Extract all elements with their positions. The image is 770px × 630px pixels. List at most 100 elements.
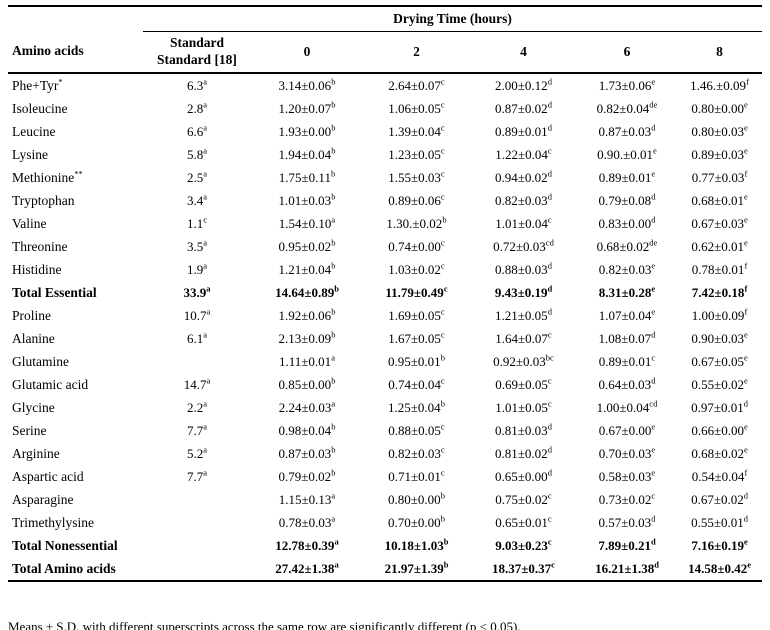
significance-superscript: b	[331, 99, 336, 110]
value-cell: 0.89±0.06c	[388, 191, 445, 208]
significance-superscript: c	[440, 329, 445, 340]
value-cell: 3.14±0.06b	[278, 76, 336, 93]
significance-superscript: c	[551, 559, 555, 570]
value-cell: 0.54±0.04f	[691, 467, 748, 484]
significance-superscript: d	[743, 398, 748, 409]
significance-superscript: c	[440, 76, 445, 87]
amino-acid-name: Glutamic acid	[12, 376, 89, 392]
value-cell: 1.20±0.07b	[278, 99, 336, 116]
time-header-4h: 4	[470, 31, 577, 74]
value-cell: 9.03±0.23c	[495, 536, 552, 553]
value-cell: 1.22±0.04c	[495, 145, 552, 162]
table-row: Threonine 3.5a 0.95±0.02b 0.74±0.00c 0.72±0.…	[8, 235, 762, 258]
standard-header-line1: Standard	[169, 35, 225, 51]
value-cell: 1.01±0.05c	[495, 398, 552, 415]
value-cell: 1.64±0.07c	[495, 329, 552, 346]
amino-acid-name: Methionine**	[12, 168, 83, 185]
value-cell: 0.85±0.00b	[278, 375, 336, 392]
value-cell: 1.21±0.04b	[278, 260, 336, 277]
significance-superscript: a	[331, 214, 336, 225]
significance-superscript: d	[547, 467, 552, 478]
time-header-8h: 8	[677, 31, 763, 74]
value-cell: 0.70±0.03e	[598, 444, 656, 461]
value-cell: 2.5a	[186, 168, 208, 185]
significance-superscript: d	[547, 168, 552, 179]
table-row: Arginine 5.2a 0.87±0.03b 0.82±0.03c 0.81±0.0…	[8, 442, 762, 465]
significance-superscript: b	[331, 306, 336, 317]
value-cell: 7.7a	[186, 421, 208, 438]
significance-superscript: e	[743, 352, 748, 363]
significance-superscript: f	[744, 260, 748, 271]
significance-superscript: c	[440, 122, 445, 133]
value-cell: 1.15±0.13a	[278, 490, 336, 507]
header-row: Amino acids Standard Standard [18] 0 2 4 …	[8, 31, 763, 74]
value-cell: 0.80±0.00b	[388, 490, 445, 507]
value-cell: 18.37±0.37c	[492, 559, 555, 576]
value-cell	[143, 488, 251, 511]
value-cell	[143, 534, 251, 557]
significance-superscript: d	[654, 559, 659, 570]
value-cell: 0.95±0.01b	[388, 352, 445, 369]
significance-superscript: a	[203, 122, 208, 133]
value-cell	[143, 350, 251, 373]
amino-acids-column-header: Amino acids	[8, 31, 143, 74]
value-cell: 0.89±0.01d	[495, 122, 552, 139]
value-cell: 14.58±0.42e	[688, 559, 751, 576]
value-cell: 2.00±0.12d	[495, 76, 552, 93]
significance-superscript: b	[443, 536, 449, 547]
significance-superscript: c	[440, 375, 445, 386]
value-cell: 1.00±0.04cd	[596, 398, 658, 415]
significance-superscript: a	[331, 352, 335, 363]
value-cell: 1.67±0.05c	[388, 329, 445, 346]
significance-superscript: d	[651, 329, 656, 340]
value-cell: 1.55±0.03c	[388, 168, 445, 185]
significance-superscript: b	[440, 398, 445, 409]
amino-acid-name: Total Amino acids	[12, 560, 116, 576]
significance-superscript: b	[440, 513, 445, 524]
table-row: Valine 1.1c 1.54±0.10a 1.30.±0.02b 1.01±0.04…	[8, 212, 762, 235]
significance-superscript: b	[440, 352, 445, 363]
significance-superscript: a	[203, 398, 208, 409]
value-cell: 1.92±0.06b	[278, 306, 336, 323]
significance-superscript: c	[547, 375, 552, 386]
value-cell: 0.88±0.05c	[388, 421, 445, 438]
value-cell: 14.64±0.89b	[275, 283, 339, 300]
significance-superscript: b	[331, 421, 336, 432]
label-superscript: **	[74, 168, 83, 178]
value-cell: 2.2a	[186, 398, 208, 415]
amino-acid-name: Isoleucine	[12, 100, 68, 116]
amino-acid-name: Aspartic acid	[12, 468, 84, 484]
time-header-2h: 2	[363, 31, 470, 74]
significance-superscript: b	[442, 214, 447, 225]
value-cell: 0.67±0.00e	[598, 421, 656, 438]
significance-superscript: d	[651, 375, 656, 386]
time-header-6h: 6	[577, 31, 677, 74]
amino-acid-name: Trimethylysine	[12, 514, 95, 530]
value-cell: 0.64±0.03d	[598, 375, 656, 392]
significance-superscript: c	[547, 145, 552, 156]
value-cell: 27.42±1.38a	[275, 559, 339, 576]
value-cell: 1.1c	[186, 214, 208, 231]
significance-superscript: a	[203, 145, 208, 156]
table-row: Proline 10.7a 1.92±0.06b 1.69±0.05c 1.21±0.0…	[8, 304, 762, 327]
significance-superscript: b	[331, 329, 336, 340]
significance-superscript: e	[743, 237, 748, 248]
significance-superscript: d	[547, 444, 552, 455]
significance-superscript: d	[651, 122, 656, 133]
amino-acid-name: Asparagine	[12, 491, 74, 507]
significance-superscript: c	[547, 536, 552, 547]
table-row: Glutamine 1.11±0.01a 0.95±0.01b 0.92±0.03bc…	[8, 350, 762, 373]
amino-acid-name: Alanine	[12, 330, 55, 346]
significance-superscript: f	[744, 283, 748, 294]
value-cell: 11.79±0.49c	[385, 283, 448, 300]
value-cell: 0.78±0.03a	[278, 513, 336, 530]
significance-superscript: e	[743, 191, 748, 202]
value-cell: 0.90.±0.01e	[597, 145, 657, 162]
value-cell: 0.87±0.03d	[598, 122, 656, 139]
significance-superscript: b	[331, 375, 336, 386]
significance-superscript: a	[203, 99, 208, 110]
value-cell: 2.64±0.07c	[388, 76, 445, 93]
value-cell: 1.21±0.05d	[495, 306, 552, 323]
significance-superscript: a	[203, 76, 208, 87]
value-cell: 0.87±0.02d	[495, 99, 552, 116]
